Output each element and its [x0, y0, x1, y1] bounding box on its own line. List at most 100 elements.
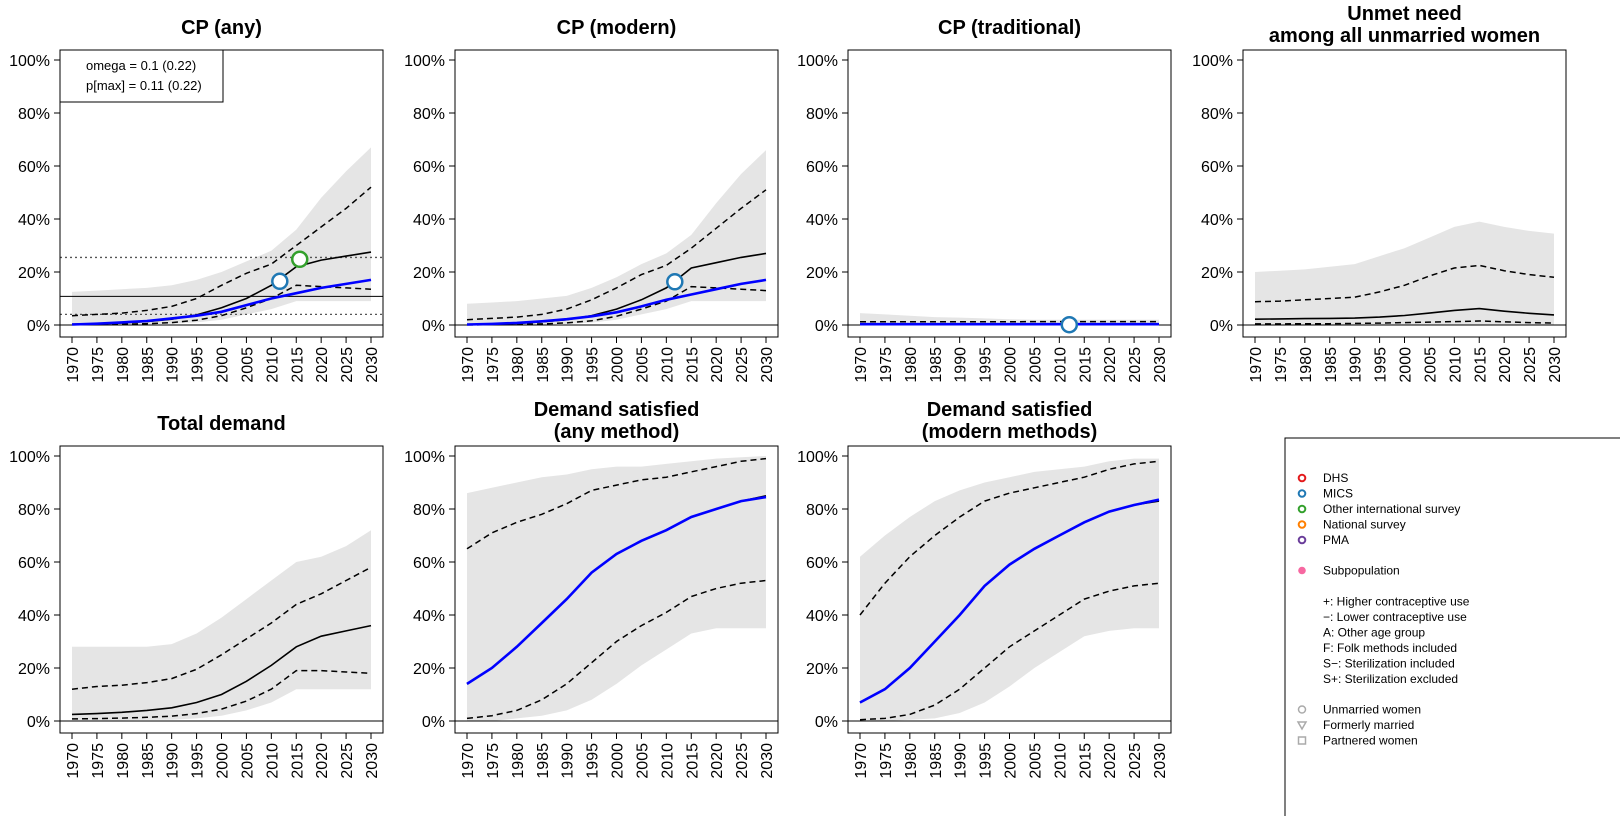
- chart-title: Total demand: [157, 413, 286, 435]
- x-tick-label: 2030: [1152, 743, 1169, 779]
- upper-bound-line: [466, 457, 767, 550]
- data-point: [271, 272, 289, 291]
- x-tick-label: 2030: [364, 743, 381, 779]
- legend-source-marker: [1297, 489, 1307, 498]
- chart-title: CP (any): [181, 17, 262, 39]
- uncertainty-band: [72, 147, 371, 325]
- x-tick-label: 1970: [460, 347, 477, 383]
- x-tick-label: 1990: [560, 743, 577, 779]
- legend-code: A: Other age group: [1323, 626, 1425, 640]
- y-tick-label: 80%: [18, 106, 50, 123]
- x-tick-label: 1995: [190, 347, 207, 383]
- x-tick-label: 2010: [264, 743, 281, 779]
- x-tick-label: 1980: [115, 347, 132, 383]
- x-tick-label: 2015: [684, 347, 701, 383]
- y-tick-label: 60%: [806, 555, 838, 572]
- y-tick-label: 0%: [422, 714, 445, 731]
- x-tick-label: 1995: [585, 743, 602, 779]
- upper-bound-line: [466, 189, 767, 321]
- upper-bound-line: [71, 186, 372, 317]
- y-tick-label: 40%: [18, 212, 50, 229]
- legend-source-label: PMA: [1323, 533, 1349, 547]
- uncertainty-band: [72, 530, 371, 721]
- y-tick-label: 60%: [413, 159, 445, 176]
- chart-panel-6: Demand satisfied(any method) 0% 20% 40% 60% 8…: [404, 399, 779, 779]
- y-tick-label: 100%: [9, 53, 50, 70]
- y-tick-label: 20%: [413, 661, 445, 678]
- y-tick-label: 80%: [1201, 106, 1233, 123]
- legend-source-label: National survey: [1323, 518, 1406, 532]
- x-tick-label: 2020: [709, 743, 726, 779]
- y-tick-label: 40%: [806, 212, 838, 229]
- model-line-blue: [859, 498, 1160, 704]
- x-tick-label: 2005: [634, 743, 651, 779]
- plot-area: [1243, 221, 1566, 326]
- median-line: [1254, 307, 1555, 320]
- x-tick-label: 2015: [1472, 347, 1489, 383]
- x-tick-label: 2020: [1102, 743, 1119, 779]
- data-point: [1060, 315, 1079, 334]
- x-tick-label: 2015: [684, 743, 701, 779]
- x-tick-label: 2030: [759, 347, 776, 383]
- x-tick-label: 1980: [510, 743, 527, 779]
- legend-source-label: Other international survey: [1323, 502, 1460, 516]
- x-tick-label: 2025: [1127, 347, 1144, 383]
- x-tick-label: 1990: [953, 347, 970, 383]
- y-tick-label: 100%: [404, 53, 445, 70]
- x-tick-label: 2030: [759, 743, 776, 779]
- y-tick-label: 20%: [806, 661, 838, 678]
- chart-title: Unmet need: [1347, 3, 1461, 25]
- x-tick-label: 2025: [339, 347, 356, 383]
- legend-source-marker: [1297, 535, 1307, 545]
- x-tick-label: 2025: [339, 743, 356, 779]
- legend-source-marker: [1297, 520, 1307, 529]
- model-line-blue: [466, 278, 767, 326]
- plot-area: [60, 147, 383, 326]
- plot-area: [848, 313, 1171, 334]
- x-tick-label: 2000: [1003, 347, 1020, 383]
- x-tick-label: 2015: [289, 743, 306, 779]
- y-tick-label: 0%: [815, 714, 838, 731]
- legend-code: F: Folk methods included: [1323, 641, 1457, 655]
- square-icon: [1297, 736, 1307, 745]
- x-tick-label: 2000: [610, 347, 627, 383]
- inset-text: p[max] = 0.11 (0.22): [86, 78, 202, 93]
- x-tick-label: 2005: [634, 347, 651, 383]
- chart-panel-5: Total demand 0% 20% 40% 60% 80% 100% 1970 1975 19…: [9, 413, 384, 779]
- x-tick-label: 2000: [215, 743, 232, 779]
- chart-title: Demand satisfied: [534, 399, 700, 421]
- x-tick-label: 1995: [978, 743, 995, 779]
- plot-area: [60, 530, 383, 722]
- x-tick-label: 1975: [90, 743, 107, 779]
- x-tick-label: 2015: [1077, 743, 1094, 779]
- x-tick-label: 2025: [734, 743, 751, 779]
- chart-panel-3: CP (traditional) 0% 20% 40% 60% 80% 100% 1970 19…: [797, 17, 1172, 383]
- x-tick-label: 1985: [1323, 347, 1340, 383]
- x-tick-label: 2010: [1052, 347, 1069, 383]
- x-tick-label: 1975: [878, 347, 895, 383]
- circle-icon: [1297, 705, 1307, 714]
- y-tick-label: 100%: [404, 449, 445, 466]
- legend-code: S−: Sterilization included: [1323, 657, 1455, 671]
- y-tick-label: 80%: [18, 502, 50, 519]
- x-tick-label: 1995: [1373, 347, 1390, 383]
- legend-subpopulation-marker: [1298, 566, 1306, 575]
- x-tick-label: 2015: [1077, 347, 1094, 383]
- x-tick-label: 1980: [115, 743, 132, 779]
- lower-bound-line: [71, 669, 372, 720]
- data-point: [290, 250, 309, 269]
- x-tick-label: 1980: [510, 347, 527, 383]
- x-tick-label: 1975: [1273, 347, 1290, 383]
- chart-title: among all unmarried women: [1269, 25, 1540, 47]
- x-tick-label: 2010: [659, 347, 676, 383]
- chart-panels: CP (any) omega = 0.1 (0.22) p[max] = 0.11 …: [9, 3, 1567, 779]
- legend-group-label: Partnered women: [1323, 734, 1418, 748]
- x-tick-label: 1970: [460, 743, 477, 779]
- x-tick-label: 1995: [190, 743, 207, 779]
- x-tick-label: 2030: [364, 347, 381, 383]
- upper-bound-line: [71, 566, 372, 690]
- y-tick-label: 20%: [1201, 265, 1233, 282]
- x-tick-label: 2025: [1522, 347, 1539, 383]
- x-tick-label: 1990: [165, 347, 182, 383]
